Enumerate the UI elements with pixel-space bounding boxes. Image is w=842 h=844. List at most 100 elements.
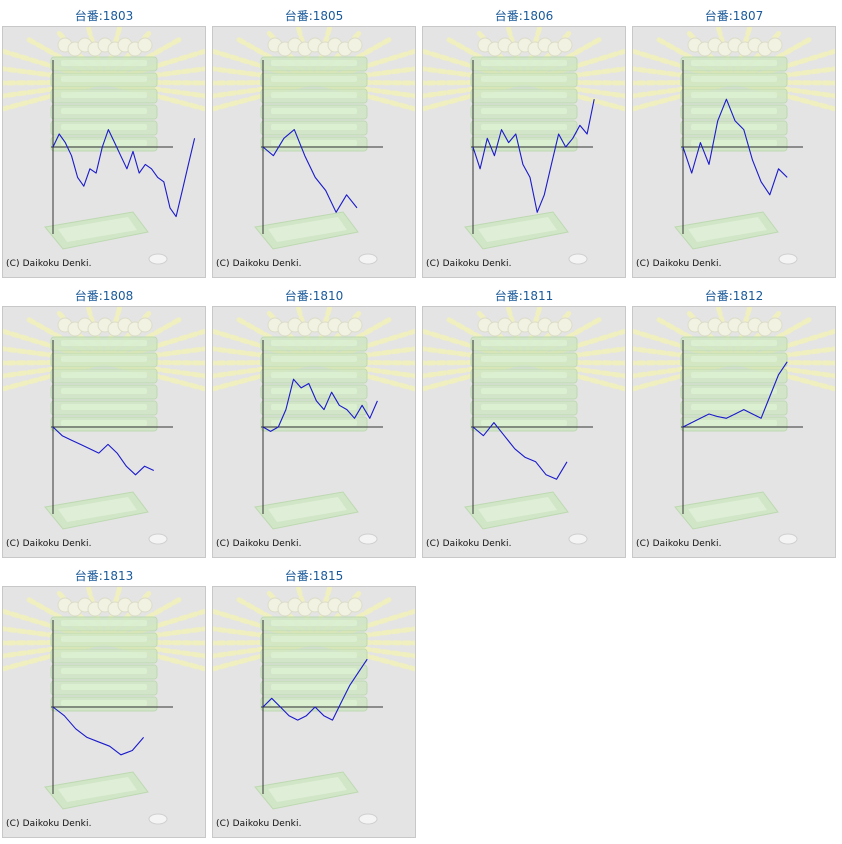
- tray-inner-decoration: [481, 108, 567, 114]
- tray-inner-decoration: [271, 668, 357, 674]
- background-illustration: [3, 307, 205, 545]
- bottom-tray-inner-decoration: [478, 497, 557, 522]
- tray-inner-decoration: [61, 652, 147, 658]
- tray-inner-decoration: [271, 420, 357, 426]
- series-line: [262, 378, 378, 432]
- bottom-tray-inner-decoration: [58, 217, 137, 242]
- chart-panel: 台番:1807 (C) Daikoku Denki.: [632, 2, 836, 278]
- bottom-tray-inner-decoration: [688, 217, 767, 242]
- chart-frame: (C) Daikoku Denki.: [212, 306, 416, 558]
- bubble-decoration: [767, 317, 783, 333]
- tray-inner-decoration: [61, 404, 147, 410]
- tray-inner-decoration: [271, 652, 357, 658]
- chart-frame: (C) Daikoku Denki.: [422, 306, 626, 558]
- tray-inner-decoration: [481, 140, 567, 146]
- chart-svg: [633, 27, 835, 265]
- background-illustration: [213, 587, 415, 825]
- coin-decoration: [358, 533, 378, 545]
- tray-inner-decoration: [61, 92, 147, 98]
- tray-inner-decoration: [481, 60, 567, 66]
- series-line: [682, 361, 788, 428]
- copyright-label: (C) Daikoku Denki.: [6, 259, 92, 269]
- bottom-tray-inner-decoration: [478, 217, 557, 242]
- tray-inner-decoration: [691, 60, 777, 66]
- tray-inner-decoration: [271, 684, 357, 690]
- copyright-label: (C) Daikoku Denki.: [216, 259, 302, 269]
- bubble-decoration: [347, 597, 363, 613]
- tray-inner-decoration: [691, 108, 777, 114]
- series-line: [52, 706, 145, 756]
- chart-title[interactable]: 台番:1806: [494, 9, 554, 23]
- chart-title[interactable]: 台番:1803: [74, 9, 134, 23]
- bottom-tray-inner-decoration: [58, 777, 137, 802]
- chart-svg: [213, 27, 415, 265]
- tray-inner-decoration: [691, 124, 777, 130]
- tray-inner-decoration: [691, 420, 777, 426]
- coin-decoration: [358, 253, 378, 265]
- chart-panel: 台番:1812 (C) Daikoku Denki.: [632, 282, 836, 558]
- chart-frame: (C) Daikoku Denki.: [632, 26, 836, 278]
- tray-inner-decoration: [481, 388, 567, 394]
- tray-inner-decoration: [271, 404, 357, 410]
- bottom-tray-inner-decoration: [268, 217, 347, 242]
- copyright-label: (C) Daikoku Denki.: [6, 819, 92, 829]
- tray-inner-decoration: [271, 356, 357, 362]
- chart-svg: [633, 307, 835, 545]
- chart-title[interactable]: 台番:1807: [704, 9, 764, 23]
- chart-title[interactable]: 台番:1811: [494, 289, 554, 303]
- bubble-decoration: [137, 597, 153, 613]
- copyright-label: (C) Daikoku Denki.: [426, 259, 512, 269]
- tray-inner-decoration: [271, 124, 357, 130]
- chart-title[interactable]: 台番:1805: [284, 9, 344, 23]
- tray-inner-decoration: [691, 140, 777, 146]
- tray-inner-decoration: [61, 636, 147, 642]
- tray-inner-decoration: [61, 620, 147, 626]
- tray-inner-decoration: [61, 668, 147, 674]
- tray-inner-decoration: [61, 340, 147, 346]
- chart-svg: [423, 27, 625, 265]
- chart-frame: (C) Daikoku Denki.: [2, 586, 206, 838]
- bubble-decoration: [767, 37, 783, 53]
- chart-svg: [423, 307, 625, 545]
- copyright-label: (C) Daikoku Denki.: [636, 539, 722, 549]
- chart-svg: [213, 587, 415, 825]
- chart-title[interactable]: 台番:1815: [284, 569, 344, 583]
- background-illustration: [423, 27, 625, 265]
- chart-title[interactable]: 台番:1808: [74, 289, 134, 303]
- series-line: [472, 422, 568, 480]
- copyright-label: (C) Daikoku Denki.: [216, 539, 302, 549]
- chart-frame: (C) Daikoku Denki.: [2, 26, 206, 278]
- tray-inner-decoration: [481, 340, 567, 346]
- tray-inner-decoration: [691, 404, 777, 410]
- bubble-decoration: [557, 37, 573, 53]
- coin-decoration: [778, 253, 798, 265]
- tray-inner-decoration: [481, 420, 567, 426]
- chart-title[interactable]: 台番:1813: [74, 569, 134, 583]
- tray-inner-decoration: [481, 92, 567, 98]
- tray-inner-decoration: [691, 76, 777, 82]
- chart-svg: [3, 307, 205, 545]
- coin-decoration: [148, 813, 168, 825]
- tray-inner-decoration: [271, 620, 357, 626]
- tray-inner-decoration: [61, 60, 147, 66]
- copyright-label: (C) Daikoku Denki.: [6, 539, 92, 549]
- series-line: [682, 98, 788, 196]
- tray-inner-decoration: [61, 108, 147, 114]
- background-illustration: [633, 307, 835, 545]
- series-line: [52, 129, 196, 218]
- chart-title[interactable]: 台番:1812: [704, 289, 764, 303]
- chart-svg: [3, 27, 205, 265]
- tray-inner-decoration: [271, 700, 357, 706]
- chart-panel: 台番:1813 (C) Daikoku Denki.: [2, 562, 206, 838]
- bottom-tray-inner-decoration: [268, 777, 347, 802]
- chart-title[interactable]: 台番:1810: [284, 289, 344, 303]
- coin-decoration: [568, 533, 588, 545]
- coin-decoration: [148, 253, 168, 265]
- tray-inner-decoration: [271, 372, 357, 378]
- coin-decoration: [358, 813, 378, 825]
- tray-inner-decoration: [271, 388, 357, 394]
- tray-inner-decoration: [481, 404, 567, 410]
- tray-inner-decoration: [271, 76, 357, 82]
- chart-frame: (C) Daikoku Denki.: [632, 306, 836, 558]
